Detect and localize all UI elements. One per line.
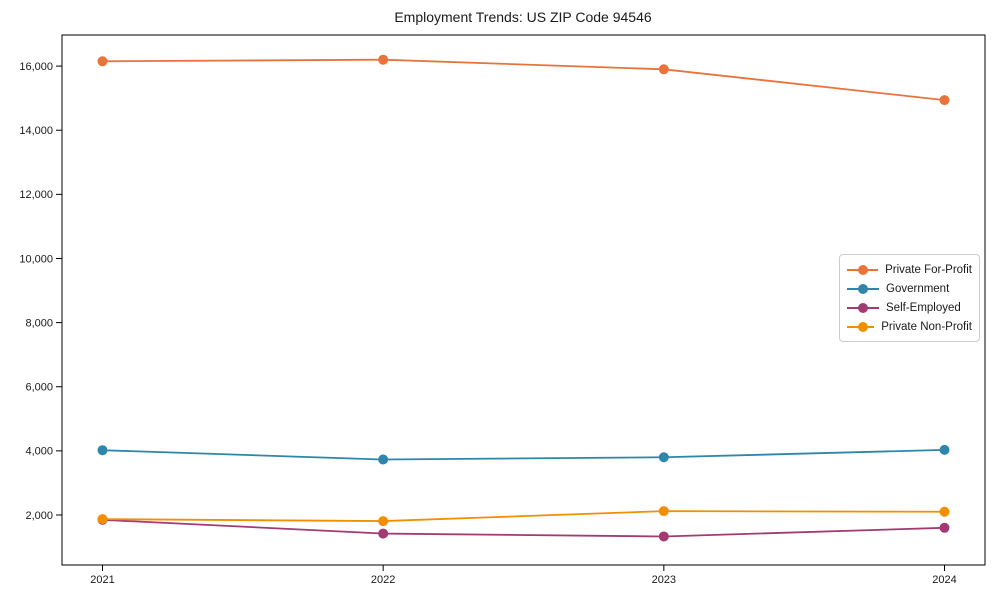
data-point-private-non-profit (939, 506, 950, 517)
data-point-private-for-profit (939, 95, 950, 106)
data-point-private-non-profit (658, 506, 669, 517)
data-point-self-employed (939, 522, 950, 533)
y-tick-label: 6,000 (25, 382, 53, 394)
legend: Private For-Profit Government Self-Employe… (839, 254, 980, 342)
plot-border (61, 34, 986, 566)
data-point-government (658, 452, 669, 463)
series-line-private-non-profit (102, 510, 945, 522)
y-tick-label: 2,000 (25, 510, 53, 522)
legend-item-private-for-profit: Private For-Profit (847, 260, 972, 279)
data-point-private-for-profit (97, 56, 108, 67)
y-tick-label: 8,000 (25, 317, 53, 329)
data-point-private-non-profit (378, 516, 389, 527)
legend-label: Government (886, 282, 950, 295)
chart-title: Employment Trends: US ZIP Code 94546 (394, 9, 652, 25)
x-tick-label: 2022 (371, 574, 395, 586)
legend-label: Private For-Profit (885, 263, 972, 276)
data-point-private-for-profit (658, 64, 669, 75)
x-tick-label: 2023 (652, 574, 676, 586)
x-tick-label: 2024 (932, 574, 956, 586)
x-axis: 2021 2022 2023 2024 (90, 565, 957, 586)
legend-item-private-non-profit: Private Non-Profit (847, 317, 972, 336)
x-tick-label: 2021 (90, 574, 114, 586)
y-tick-label: 16,000 (19, 61, 53, 73)
series-line-private-for-profit (102, 58, 945, 101)
y-tick-label: 12,000 (19, 189, 53, 201)
y-tick-label: 10,000 (19, 253, 53, 265)
y-axis: 2,000 4,000 6,000 8,000 10,000 12,000 14,000 16… (19, 61, 62, 522)
data-point-government (939, 444, 950, 455)
legend-item-self-employed: Self-Employed (847, 298, 972, 317)
data-point-private-non-profit (97, 514, 108, 525)
legend-label: Self-Employed (886, 301, 961, 314)
legend-marker-icon (847, 283, 879, 294)
series-group (97, 54, 950, 542)
data-point-self-employed (378, 528, 389, 539)
series-line-government (102, 448, 945, 461)
legend-item-government: Government (847, 279, 972, 298)
legend-marker-icon (847, 264, 879, 275)
legend-marker-icon (847, 321, 875, 332)
data-point-government (378, 454, 389, 465)
series-line-self-employed (102, 518, 945, 538)
legend-marker-icon (847, 302, 879, 313)
data-point-private-for-profit (378, 54, 389, 65)
data-point-self-employed (658, 531, 669, 542)
legend-label: Private Non-Profit (881, 320, 972, 333)
data-point-government (97, 445, 108, 456)
y-tick-label: 14,000 (19, 125, 53, 137)
y-tick-label: 4,000 (25, 446, 53, 458)
